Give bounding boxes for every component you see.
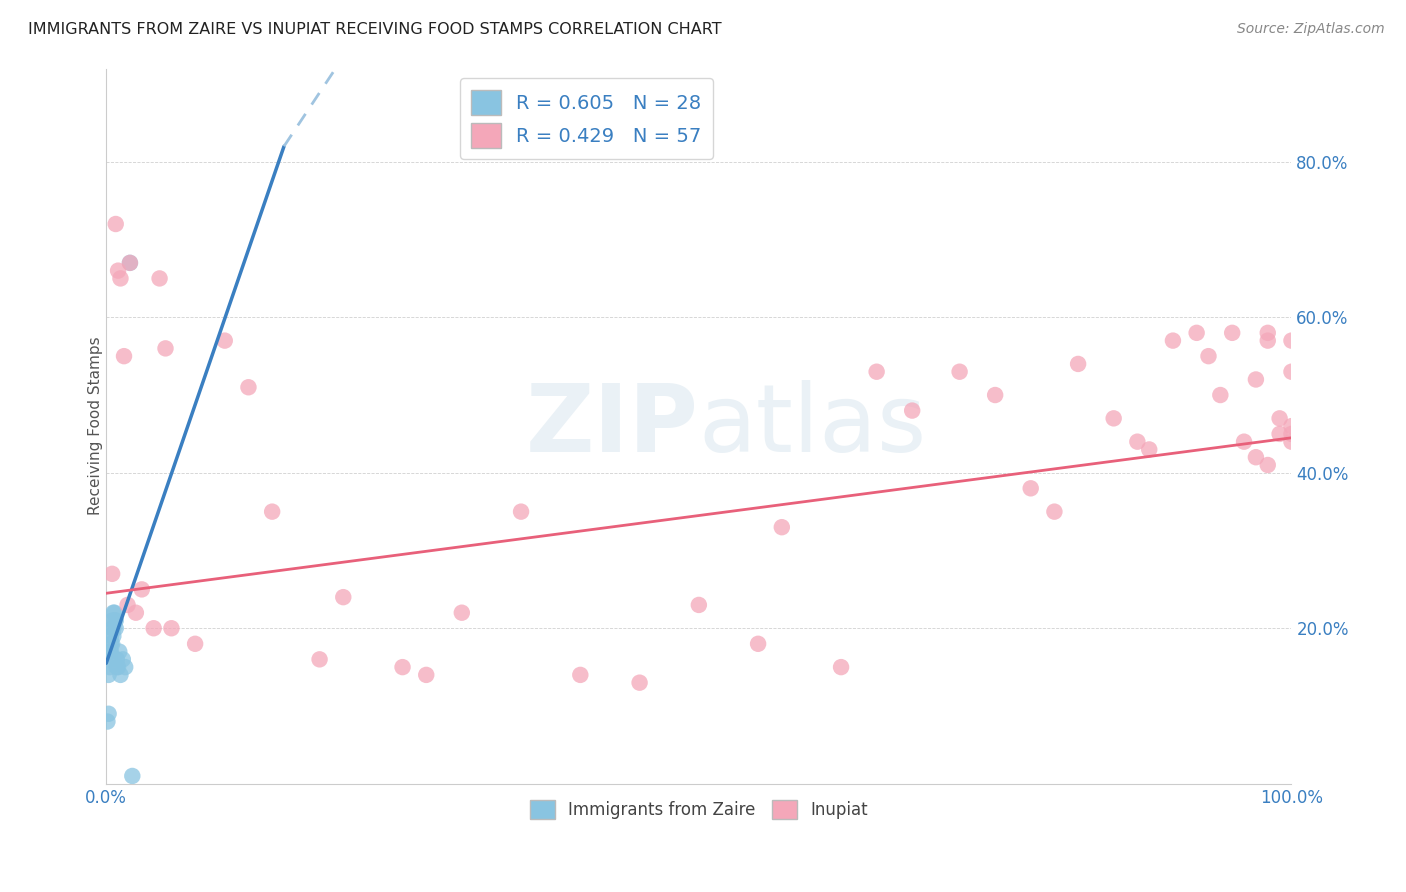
Point	[97, 668, 120, 682]
Point	[1137, 442, 1160, 457]
Point	[770, 520, 793, 534]
Point	[111, 652, 134, 666]
Point	[1281, 434, 1303, 449]
Point	[1161, 334, 1184, 348]
Point	[125, 606, 148, 620]
Point	[110, 668, 132, 682]
Point	[103, 621, 125, 635]
Point	[1220, 326, 1243, 340]
Point	[148, 271, 170, 285]
Point	[107, 263, 129, 277]
Point	[108, 644, 131, 658]
Point	[1257, 326, 1279, 340]
Point	[101, 614, 124, 628]
Point	[747, 637, 769, 651]
Point	[1281, 334, 1303, 348]
Point	[131, 582, 153, 597]
Point	[97, 706, 120, 721]
Point	[100, 644, 122, 658]
Point	[1257, 334, 1279, 348]
Point	[121, 769, 143, 783]
Point	[262, 505, 284, 519]
Point	[984, 388, 1007, 402]
Point	[510, 505, 533, 519]
Point	[1209, 388, 1232, 402]
Point	[103, 629, 125, 643]
Point	[104, 614, 127, 628]
Point	[101, 621, 124, 635]
Point	[1268, 411, 1291, 425]
Point	[105, 652, 128, 666]
Point	[1233, 434, 1256, 449]
Point	[110, 271, 132, 285]
Point	[391, 660, 413, 674]
Point	[103, 606, 125, 620]
Point	[96, 714, 118, 729]
Y-axis label: Receiving Food Stamps: Receiving Food Stamps	[87, 337, 103, 516]
Point	[112, 349, 135, 363]
Point	[1185, 326, 1208, 340]
Point	[114, 660, 136, 674]
Point	[1281, 426, 1303, 441]
Point	[1281, 365, 1303, 379]
Point	[238, 380, 260, 394]
Point	[184, 637, 207, 651]
Point	[118, 256, 141, 270]
Point	[100, 637, 122, 651]
Text: IMMIGRANTS FROM ZAIRE VS INUPIAT RECEIVING FOOD STAMPS CORRELATION CHART: IMMIGRANTS FROM ZAIRE VS INUPIAT RECEIVI…	[28, 22, 721, 37]
Point	[865, 365, 887, 379]
Point	[1244, 450, 1267, 465]
Point	[1019, 481, 1042, 495]
Point	[308, 652, 330, 666]
Point	[569, 668, 592, 682]
Point	[1126, 434, 1149, 449]
Point	[949, 365, 972, 379]
Point	[1244, 372, 1267, 386]
Text: ZIP: ZIP	[526, 380, 699, 472]
Point	[415, 668, 437, 682]
Point	[98, 660, 121, 674]
Text: atlas: atlas	[699, 380, 927, 472]
Point	[104, 217, 127, 231]
Legend: Immigrants from Zaire, Inupiat: Immigrants from Zaire, Inupiat	[523, 793, 875, 825]
Point	[214, 334, 236, 348]
Point	[1043, 505, 1066, 519]
Point	[142, 621, 165, 635]
Point	[98, 644, 121, 658]
Point	[101, 566, 124, 581]
Point	[103, 614, 125, 628]
Point	[98, 652, 121, 666]
Point	[332, 590, 354, 604]
Point	[688, 598, 710, 612]
Point	[100, 629, 122, 643]
Point	[155, 342, 177, 356]
Point	[1102, 411, 1125, 425]
Point	[901, 403, 924, 417]
Point	[830, 660, 852, 674]
Text: Source: ZipAtlas.com: Source: ZipAtlas.com	[1237, 22, 1385, 37]
Point	[1281, 419, 1303, 434]
Point	[450, 606, 472, 620]
Point	[107, 660, 129, 674]
Point	[103, 606, 125, 620]
Point	[160, 621, 183, 635]
Point	[1067, 357, 1090, 371]
Point	[117, 598, 139, 612]
Point	[628, 675, 651, 690]
Point	[1257, 458, 1279, 472]
Point	[104, 621, 127, 635]
Point	[105, 660, 128, 674]
Point	[118, 256, 141, 270]
Point	[101, 637, 124, 651]
Point	[1268, 426, 1291, 441]
Point	[1198, 349, 1220, 363]
